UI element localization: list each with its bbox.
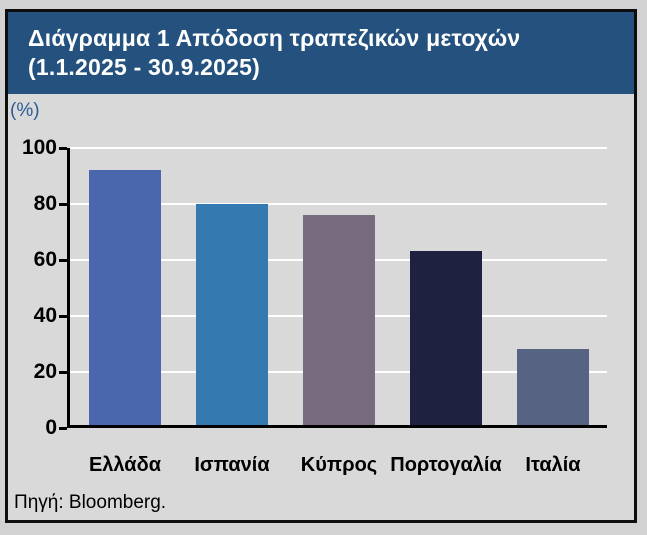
y-tick-label-20: 20 [33,360,57,383]
chart-title-line1: Διάγραμμα 1 Απόδοση τραπεζικών μετοχών [28,25,521,51]
x-tick-label-Πορτογαλία: Πορτογαλία [390,454,502,476]
y-tick-label-40: 40 [33,304,57,327]
gridline-80 [70,203,607,205]
y-axis-unit-label: (%) [10,100,40,121]
bar-Ιταλία [517,349,589,425]
gridline-100 [70,147,607,149]
bar-Πορτογαλία [410,251,482,425]
y-tick-label-100: 100 [21,136,57,159]
y-tick-mark-100 [59,146,67,150]
y-tick-label-60: 60 [33,248,57,271]
bar-Κύπρος [303,215,375,425]
chart-card: Διάγραμμα 1 Απόδοση τραπεζικών μετοχών (… [5,9,637,523]
bar-Ισπανία [196,203,268,425]
y-tick-mark-60 [59,258,67,262]
y-tick-mark-0 [59,426,67,430]
x-tick-label-Ισπανία: Ισπανία [194,454,270,476]
x-tick-label-Ιταλία: Ιταλία [525,454,581,476]
source-note: Πηγή: Bloomberg. [14,492,167,513]
y-tick-label-80: 80 [33,192,57,215]
chart-title-line2: (1.1.2025 - 30.9.2025) [28,54,261,80]
bar-Ελλάδα [89,170,161,425]
y-tick-mark-80 [59,202,67,206]
y-tick-mark-20 [59,370,67,374]
x-tick-label-Κύπρος: Κύπρος [300,454,378,476]
y-tick-mark-40 [59,314,67,318]
y-tick-label-0: 0 [45,416,57,439]
chart-title-bar: Διάγραμμα 1 Απόδοση τραπεζικών μετοχών (… [8,12,634,94]
bar-chart-plot-area: 0 20 40 60 80 100 Ελλάδα Ισπανία Κύπρος Πορτογαλί… [22,136,607,476]
x-tick-label-Ελλάδα: Ελλάδα [88,454,162,476]
